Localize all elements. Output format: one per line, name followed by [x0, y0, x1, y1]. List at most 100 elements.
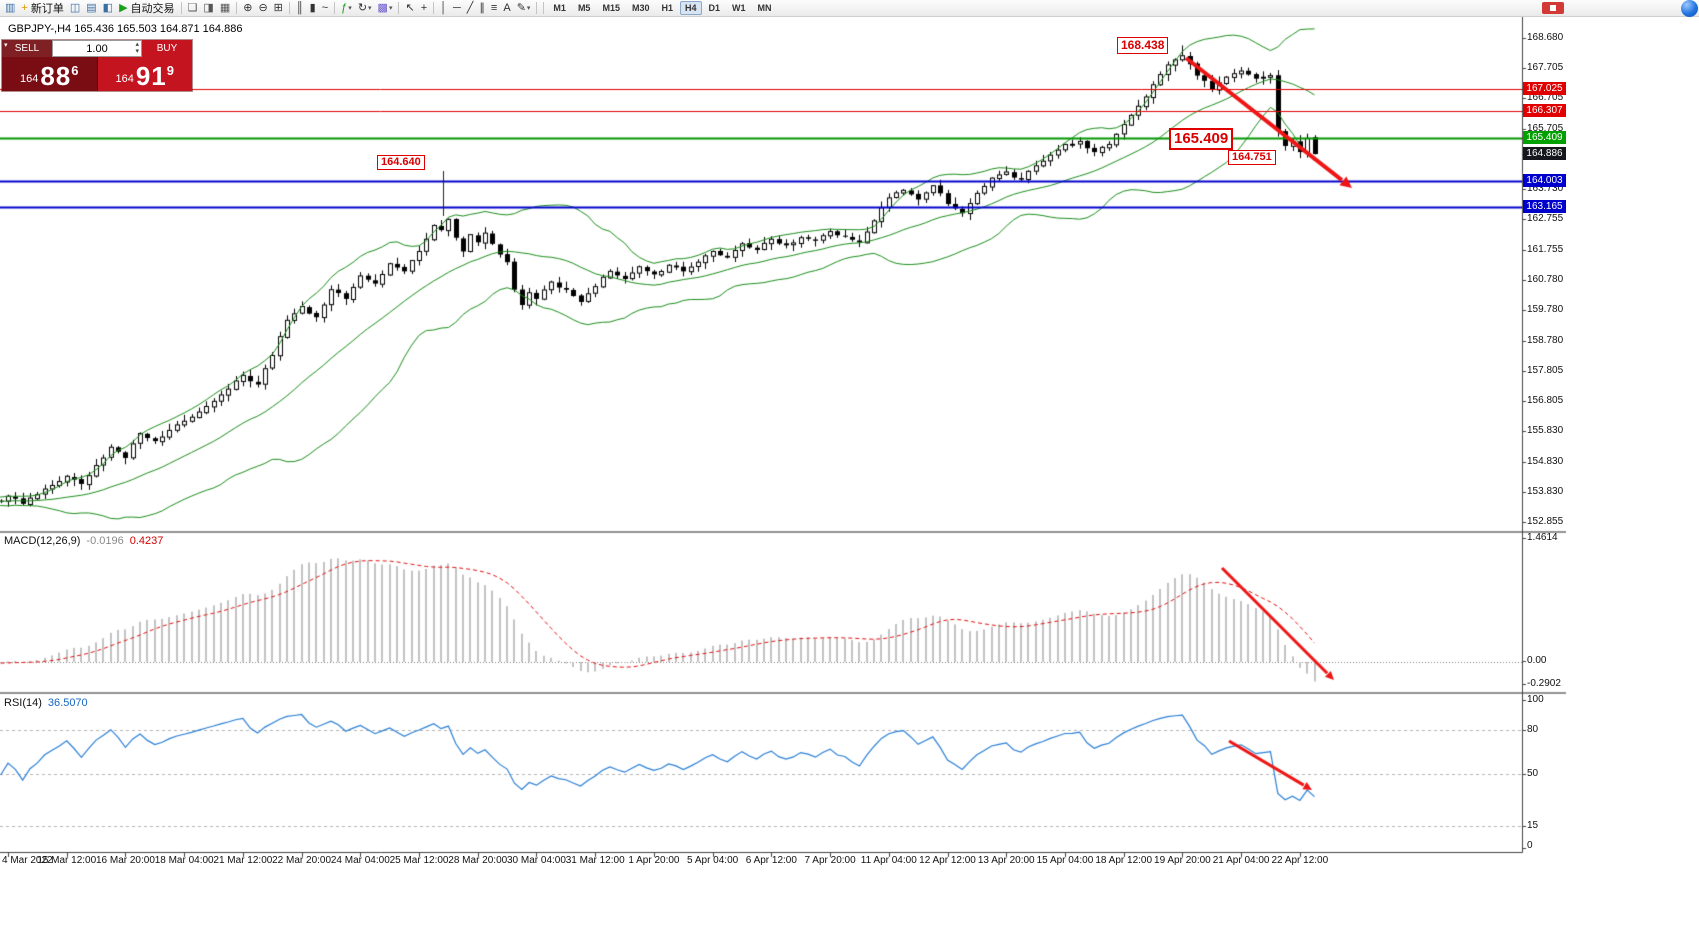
- timeframe-buttons: M1 M5 M15 M30 H1 H4 D1 W1 MN: [547, 1, 777, 15]
- timeframe-h1[interactable]: H1: [661, 3, 673, 13]
- line-chart-icon[interactable]: ~: [319, 1, 331, 16]
- timeframe-w1[interactable]: W1: [732, 3, 746, 13]
- templates-icon-glyph: ▩: [377, 1, 388, 14]
- bid-sup: 6: [71, 63, 79, 78]
- dropdown-arrow-icon[interactable]: ▾: [526, 5, 531, 12]
- toolbar-separator: [288, 2, 290, 14]
- crosshair-icon[interactable]: +: [418, 1, 430, 16]
- tile-vertically-icon[interactable]: ▦: [217, 1, 233, 16]
- tile-windows-icon[interactable]: ⊞: [271, 1, 286, 16]
- indicators-icon-glyph: ƒ: [341, 1, 348, 14]
- timeframe-d1[interactable]: D1: [708, 3, 721, 13]
- ask-prefix: 164: [115, 73, 134, 85]
- indicators-icon[interactable]: ƒ ▾: [338, 1, 355, 16]
- tile-windows-icon-glyph: ⊞: [273, 1, 283, 14]
- autotrading-button[interactable]: ▶ 自动交易: [116, 1, 177, 16]
- zoom-in-icon[interactable]: ⊕: [240, 1, 255, 16]
- bid-price[interactable]: 164 88 6: [2, 57, 97, 91]
- annotation-peak-price[interactable]: 168.438: [1117, 37, 1169, 54]
- tile-horizontally-icon[interactable]: ◨: [200, 1, 216, 16]
- candlestick-chart-icon[interactable]: ▮: [307, 1, 319, 16]
- volume-up-icon[interactable]: ▴: [135, 41, 139, 48]
- trendline-icon-glyph: ╱: [466, 1, 474, 14]
- new-order-button-label: 新订单: [30, 3, 64, 15]
- arrows-icon-glyph: ✎: [516, 1, 526, 14]
- toolbar-separator: [180, 2, 182, 14]
- buy-button[interactable]: BUY: [142, 40, 192, 57]
- new-chart-icon[interactable]: ▥: [2, 1, 18, 16]
- autotrading-button-glyph: ▶: [119, 1, 128, 14]
- new-chart-icon-glyph: ▥: [5, 1, 16, 14]
- fibonacci-icon-glyph: ≡: [490, 1, 498, 14]
- timeframe-m1[interactable]: M1: [553, 3, 566, 13]
- cascade-windows-icon-glyph: ❏: [187, 1, 198, 14]
- timeframe-m30[interactable]: M30: [631, 3, 650, 13]
- ask-sup: 9: [166, 63, 174, 78]
- toolbar-separator: [433, 2, 435, 14]
- vertical-line-icon[interactable]: │: [437, 1, 450, 16]
- new-order-button[interactable]: + 新订单: [18, 1, 66, 16]
- bar-chart-icon[interactable]: ║: [293, 1, 307, 16]
- volume-input[interactable]: 1.00 ▴ ▾: [52, 40, 142, 57]
- dropdown-arrow-icon[interactable]: ▾: [368, 5, 372, 12]
- one-click-trading-panel: ▾ SELL 1.00 ▴ ▾ BUY 164 88 6 164 91 9: [2, 40, 192, 91]
- autotrading-button-label: 自动交易: [130, 3, 175, 15]
- toolbar-separator: [236, 2, 238, 14]
- vertical-line-icon-glyph: │: [440, 1, 447, 14]
- volume-value: 1.00: [86, 42, 108, 55]
- zoom-in-icon-glyph: ⊕: [243, 1, 253, 14]
- dropdown-arrow-icon[interactable]: ▾: [388, 5, 393, 12]
- volume-spinner: ▴ ▾: [135, 41, 139, 55]
- chart-profiles-icon-glyph: ◫: [69, 1, 81, 14]
- channel-icon-glyph: ∥: [479, 1, 485, 14]
- cascade-windows-icon[interactable]: ❏: [185, 1, 201, 16]
- channel-icon[interactable]: ∥: [476, 1, 488, 16]
- fibonacci-icon[interactable]: ≡: [488, 1, 500, 16]
- trendline-icon[interactable]: ╱: [464, 1, 477, 16]
- text-icon[interactable]: A: [500, 1, 513, 16]
- text-icon-glyph: A: [503, 1, 511, 14]
- sell-button[interactable]: SELL: [2, 40, 52, 57]
- toolbar-separator: [334, 2, 336, 14]
- toolbar-red-icon[interactable]: [1542, 2, 1564, 14]
- arrows-icon[interactable]: ✎ ▾: [514, 1, 534, 16]
- market-watch-icon[interactable]: ▤: [83, 1, 99, 16]
- tile-horizontally-icon-glyph: ◨: [203, 1, 214, 14]
- tile-vertically-icon-glyph: ▦: [219, 1, 231, 14]
- navigator-icon[interactable]: ◧: [100, 1, 116, 16]
- new-order-button-glyph: +: [21, 1, 28, 14]
- annotation-level-price[interactable]: 165.409: [1169, 128, 1234, 150]
- navigator-icon-glyph: ◧: [102, 1, 114, 14]
- timeframe-m5[interactable]: M5: [577, 3, 591, 13]
- volume-down-icon[interactable]: ▾: [135, 48, 139, 55]
- floating-blue-icon[interactable]: [1681, 0, 1698, 17]
- zoom-out-icon[interactable]: ⊖: [255, 1, 270, 16]
- red-icon-glyph: [1550, 5, 1556, 11]
- annotation-old-high-price[interactable]: 164.640: [377, 155, 425, 170]
- horizontal-line-icon[interactable]: ─: [450, 1, 464, 16]
- toolbar-separator: [543, 2, 545, 14]
- toolbar-buttons: ▥ + 新订单 ◫ ▤ ◧ ▶ 自动交易 ❏ ◨ ▦ ⊕ ⊖ ⊞ ║ ▮ ~ ƒ ▾ ↻ ▾ ▩ ▾ ↖ + │ ─ ╱ ∥ ≡ A ✎ ▾: [2, 1, 540, 16]
- templates-icon[interactable]: ▩ ▾: [375, 1, 396, 16]
- crosshair-icon-glyph: +: [420, 1, 428, 14]
- timeframe-h4[interactable]: H4: [680, 1, 702, 15]
- collapse-trade-panel-icon[interactable]: ▾: [4, 42, 8, 49]
- candlestick-chart-icon-glyph: ▮: [309, 1, 316, 14]
- chart-canvas[interactable]: [0, 17, 1699, 939]
- ask-main: 91: [135, 61, 167, 91]
- dropdown-arrow-icon[interactable]: ▾: [348, 5, 352, 12]
- chart-profiles-icon[interactable]: ◫: [67, 1, 83, 16]
- toolbar: ▥ + 新订单 ◫ ▤ ◧ ▶ 自动交易 ❏ ◨ ▦ ⊕ ⊖ ⊞ ║ ▮ ~ ƒ ▾ ↻ ▾ ▩ ▾ ↖ + │ ─ ╱ ∥ ≡ A ✎ ▾ M…: [0, 0, 1699, 17]
- ask-price[interactable]: 164 91 9: [97, 57, 192, 91]
- annotation-low-price[interactable]: 164.751: [1228, 150, 1276, 165]
- timeframe-mn[interactable]: MN: [757, 3, 772, 13]
- zoom-out-icon-glyph: ⊖: [258, 1, 268, 14]
- cursor-icon[interactable]: ↖: [402, 1, 417, 16]
- horizontal-line-icon-glyph: ─: [453, 1, 461, 14]
- cursor-icon-glyph: ↖: [405, 1, 415, 14]
- timeframe-m15[interactable]: M15: [602, 3, 620, 13]
- time-periods-icon[interactable]: ↻ ▾: [355, 1, 375, 16]
- toolbar-separator: [536, 2, 538, 14]
- time-periods-icon-glyph: ↻: [357, 1, 368, 14]
- toolbar-separator: [398, 2, 400, 14]
